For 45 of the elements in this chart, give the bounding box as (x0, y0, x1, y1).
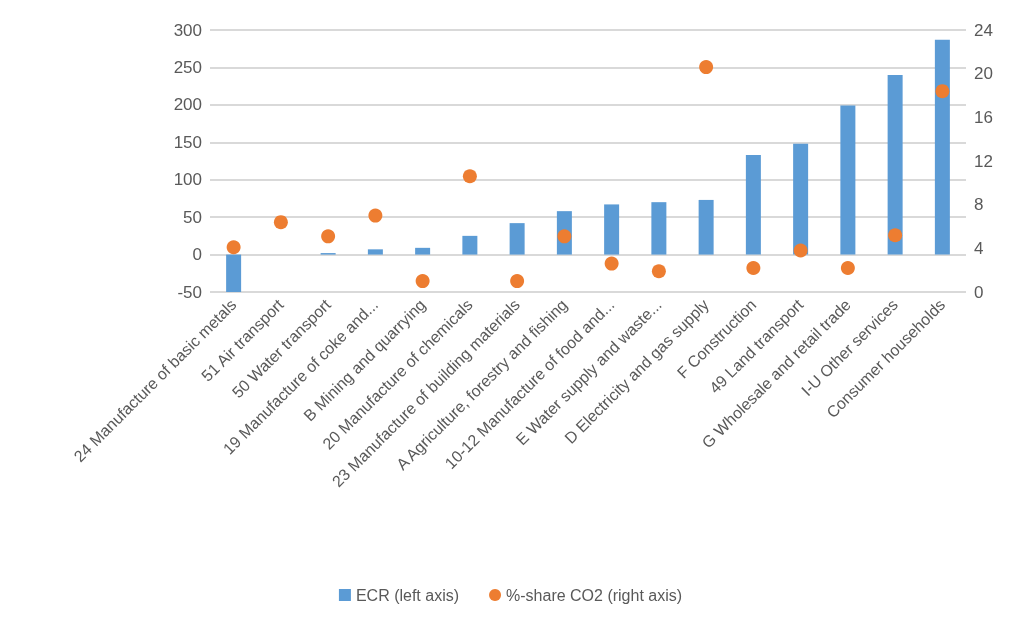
y2-tick-label: 24 (974, 20, 993, 40)
point (510, 274, 525, 289)
bar (934, 39, 950, 255)
point (746, 260, 761, 275)
y-tick-label: 200 (173, 95, 202, 115)
bar (887, 74, 903, 255)
y2-tick-label: 12 (974, 151, 993, 171)
point (415, 274, 430, 289)
y2-tick-label: 16 (974, 107, 993, 127)
point (793, 243, 808, 258)
y-tick-label: 50 (183, 207, 202, 227)
y2-tick-label: 20 (974, 64, 993, 84)
y2-tick-label: 8 (974, 195, 984, 215)
bar (793, 143, 809, 255)
point (368, 208, 383, 223)
bar (226, 254, 242, 292)
y-tick-label: 100 (173, 170, 202, 190)
point (321, 229, 336, 244)
point (273, 215, 288, 230)
point (840, 260, 855, 275)
bar (367, 249, 383, 255)
bar (745, 155, 761, 255)
point (651, 264, 666, 279)
bar (415, 247, 431, 255)
bar (462, 235, 478, 255)
bar (604, 204, 620, 255)
y-tick-label: 250 (173, 57, 202, 77)
y-tick-label: -50 (177, 282, 202, 302)
y-tick-label: 150 (173, 132, 202, 152)
y2-tick-label: 4 (974, 238, 984, 258)
point (226, 240, 241, 255)
legend-label: ECR (left axis) (355, 586, 460, 604)
point (699, 60, 714, 75)
bar (651, 202, 667, 255)
legend-label: %-share CO2 (right axis) (506, 586, 683, 604)
y2-tick-label: 0 (974, 282, 984, 302)
y-tick-label: 300 (173, 20, 202, 40)
bar (698, 199, 714, 255)
bar (509, 223, 525, 255)
y-tick-label: 0 (192, 245, 202, 265)
point (888, 228, 903, 243)
bar (840, 105, 856, 255)
point (462, 169, 477, 184)
point (935, 84, 950, 99)
point (604, 256, 619, 271)
